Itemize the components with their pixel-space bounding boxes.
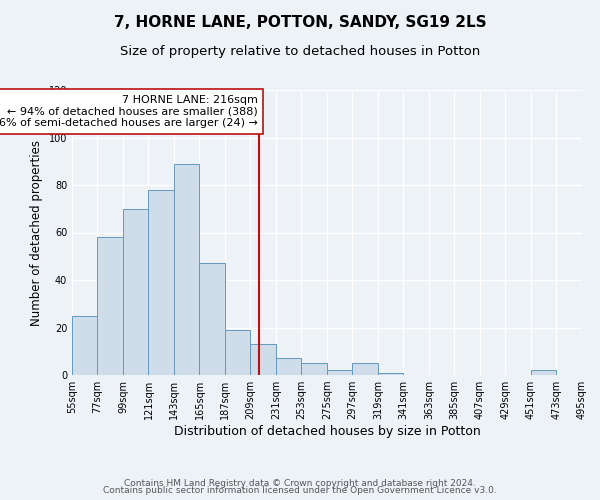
Bar: [276, 358, 301, 375]
Bar: [123, 209, 148, 375]
Text: Size of property relative to detached houses in Potton: Size of property relative to detached ho…: [120, 45, 480, 58]
Bar: [225, 330, 251, 375]
Bar: [352, 363, 378, 375]
Text: Contains HM Land Registry data © Crown copyright and database right 2024.: Contains HM Land Registry data © Crown c…: [124, 478, 476, 488]
Text: 7 HORNE LANE: 216sqm
← 94% of detached houses are smaller (388)
6% of semi-detac: 7 HORNE LANE: 216sqm ← 94% of detached h…: [0, 95, 257, 128]
Bar: [174, 164, 199, 375]
Bar: [199, 264, 225, 375]
Bar: [148, 190, 174, 375]
Y-axis label: Number of detached properties: Number of detached properties: [30, 140, 43, 326]
X-axis label: Distribution of detached houses by size in Potton: Distribution of detached houses by size …: [173, 425, 481, 438]
Bar: [72, 316, 97, 375]
Bar: [531, 370, 556, 375]
Bar: [97, 238, 123, 375]
Text: Contains public sector information licensed under the Open Government Licence v3: Contains public sector information licen…: [103, 486, 497, 495]
Bar: [301, 363, 327, 375]
Text: 7, HORNE LANE, POTTON, SANDY, SG19 2LS: 7, HORNE LANE, POTTON, SANDY, SG19 2LS: [113, 15, 487, 30]
Bar: [251, 344, 276, 375]
Bar: [327, 370, 352, 375]
Bar: [378, 372, 403, 375]
